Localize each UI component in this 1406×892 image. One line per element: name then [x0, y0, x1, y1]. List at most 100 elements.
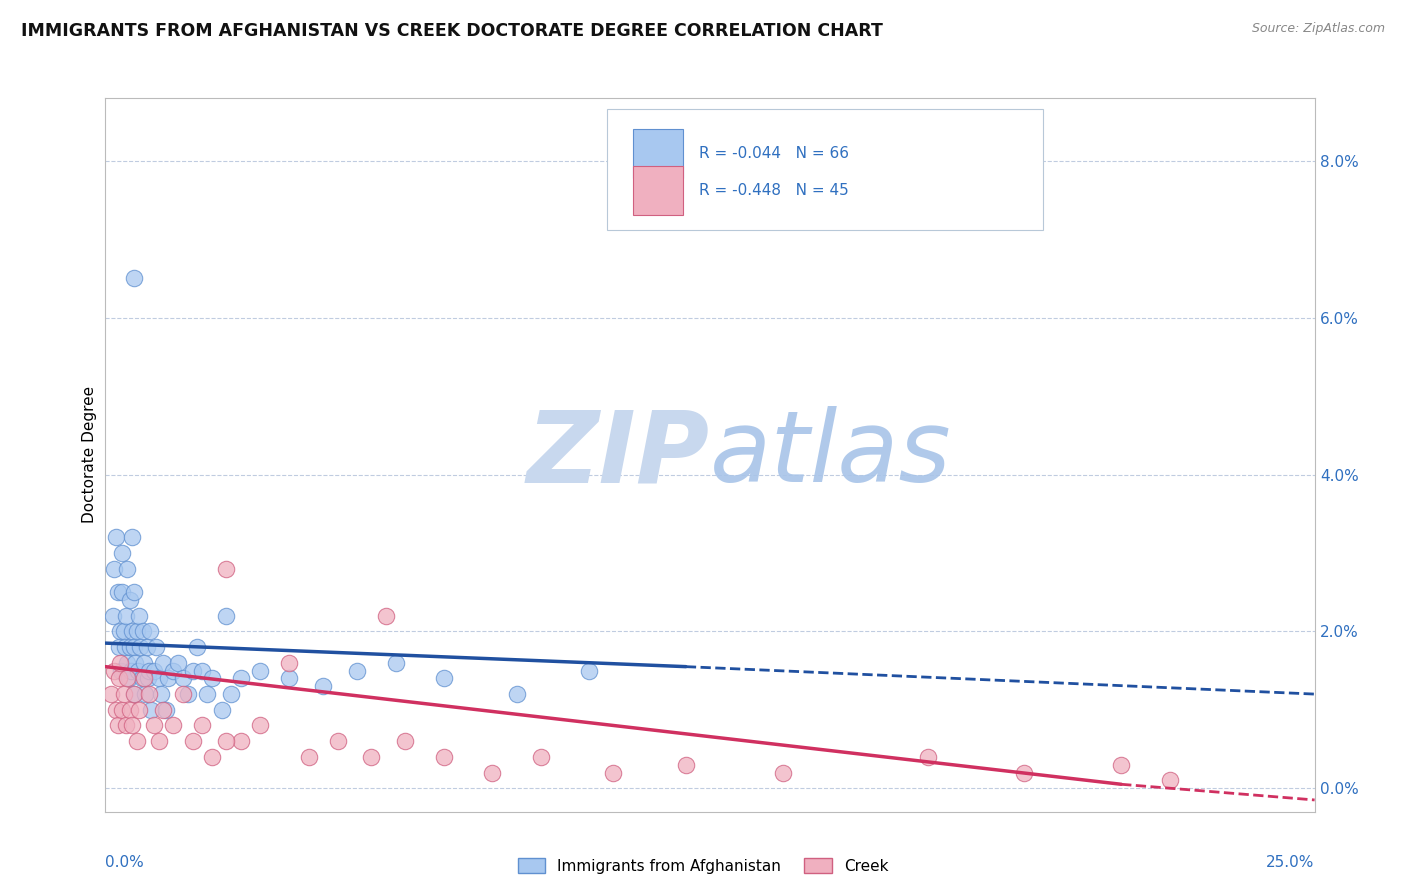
- FancyBboxPatch shape: [633, 128, 683, 178]
- Point: [148, 672, 170, 686]
- Point: [167, 656, 190, 670]
- Point: [108, 624, 131, 639]
- Point: [115, 672, 138, 686]
- Text: Source: ZipAtlas.com: Source: ZipAtlas.com: [1251, 22, 1385, 36]
- Point: [229, 672, 252, 686]
- Point: [201, 672, 224, 686]
- Point: [1159, 773, 1181, 788]
- Point: [384, 656, 406, 670]
- Point: [249, 718, 271, 732]
- Point: [211, 703, 233, 717]
- Point: [312, 679, 335, 693]
- Point: [115, 656, 138, 670]
- Point: [125, 734, 148, 748]
- Point: [138, 664, 160, 678]
- Point: [134, 656, 156, 670]
- Point: [145, 640, 167, 654]
- Point: [215, 561, 238, 575]
- Point: [111, 703, 134, 717]
- Point: [215, 608, 238, 623]
- Point: [142, 718, 165, 732]
- Point: [162, 718, 184, 732]
- Point: [112, 624, 135, 639]
- Point: [148, 734, 170, 748]
- Point: [124, 640, 146, 654]
- Point: [107, 718, 129, 732]
- Point: [191, 718, 214, 732]
- Text: atlas: atlas: [710, 407, 952, 503]
- Point: [128, 608, 150, 623]
- Point: [346, 664, 368, 678]
- Point: [172, 687, 194, 701]
- Point: [138, 687, 160, 701]
- Point: [172, 672, 194, 686]
- Point: [111, 585, 134, 599]
- Point: [120, 664, 142, 678]
- Point: [772, 765, 794, 780]
- Point: [675, 757, 697, 772]
- Point: [124, 585, 146, 599]
- Point: [433, 749, 456, 764]
- Point: [375, 608, 398, 623]
- Point: [129, 640, 152, 654]
- Point: [181, 664, 204, 678]
- Point: [111, 546, 134, 560]
- Point: [118, 593, 141, 607]
- Point: [134, 687, 156, 701]
- Point: [136, 672, 159, 686]
- Legend: Immigrants from Afghanistan, Creek: Immigrants from Afghanistan, Creek: [512, 852, 894, 880]
- Point: [1014, 765, 1036, 780]
- Point: [105, 530, 128, 544]
- Point: [229, 734, 252, 748]
- Text: R = -0.044   N = 66: R = -0.044 N = 66: [699, 146, 849, 161]
- Point: [135, 640, 157, 654]
- Point: [121, 718, 143, 732]
- Point: [103, 664, 125, 678]
- FancyBboxPatch shape: [633, 166, 683, 215]
- Point: [114, 608, 136, 623]
- FancyBboxPatch shape: [607, 109, 1043, 230]
- Point: [219, 687, 242, 701]
- Point: [530, 749, 553, 764]
- Point: [134, 672, 156, 686]
- Point: [215, 734, 238, 748]
- Point: [157, 672, 180, 686]
- Point: [297, 749, 319, 764]
- Point: [176, 687, 198, 701]
- Point: [162, 664, 184, 678]
- Point: [360, 749, 382, 764]
- Point: [394, 734, 416, 748]
- Point: [110, 664, 132, 678]
- Point: [118, 672, 141, 686]
- Point: [278, 672, 301, 686]
- Point: [602, 765, 624, 780]
- Text: 25.0%: 25.0%: [1267, 855, 1315, 870]
- Point: [433, 672, 456, 686]
- Point: [118, 640, 141, 654]
- Point: [249, 664, 271, 678]
- Point: [1109, 757, 1132, 772]
- Point: [181, 734, 204, 748]
- Point: [152, 703, 174, 717]
- Point: [195, 687, 218, 701]
- Point: [917, 749, 939, 764]
- Point: [108, 656, 131, 670]
- Point: [150, 687, 173, 701]
- Point: [121, 624, 143, 639]
- Point: [326, 734, 349, 748]
- Point: [114, 640, 136, 654]
- Point: [191, 664, 214, 678]
- Point: [103, 561, 125, 575]
- Point: [505, 687, 527, 701]
- Point: [128, 703, 150, 717]
- Point: [141, 703, 163, 717]
- Point: [127, 664, 149, 678]
- Y-axis label: Doctorate Degree: Doctorate Degree: [82, 386, 97, 524]
- Text: ZIP: ZIP: [527, 407, 710, 503]
- Text: 0.0%: 0.0%: [105, 855, 145, 870]
- Point: [121, 530, 143, 544]
- Point: [122, 687, 145, 701]
- Point: [481, 765, 503, 780]
- Point: [131, 672, 153, 686]
- Point: [125, 624, 148, 639]
